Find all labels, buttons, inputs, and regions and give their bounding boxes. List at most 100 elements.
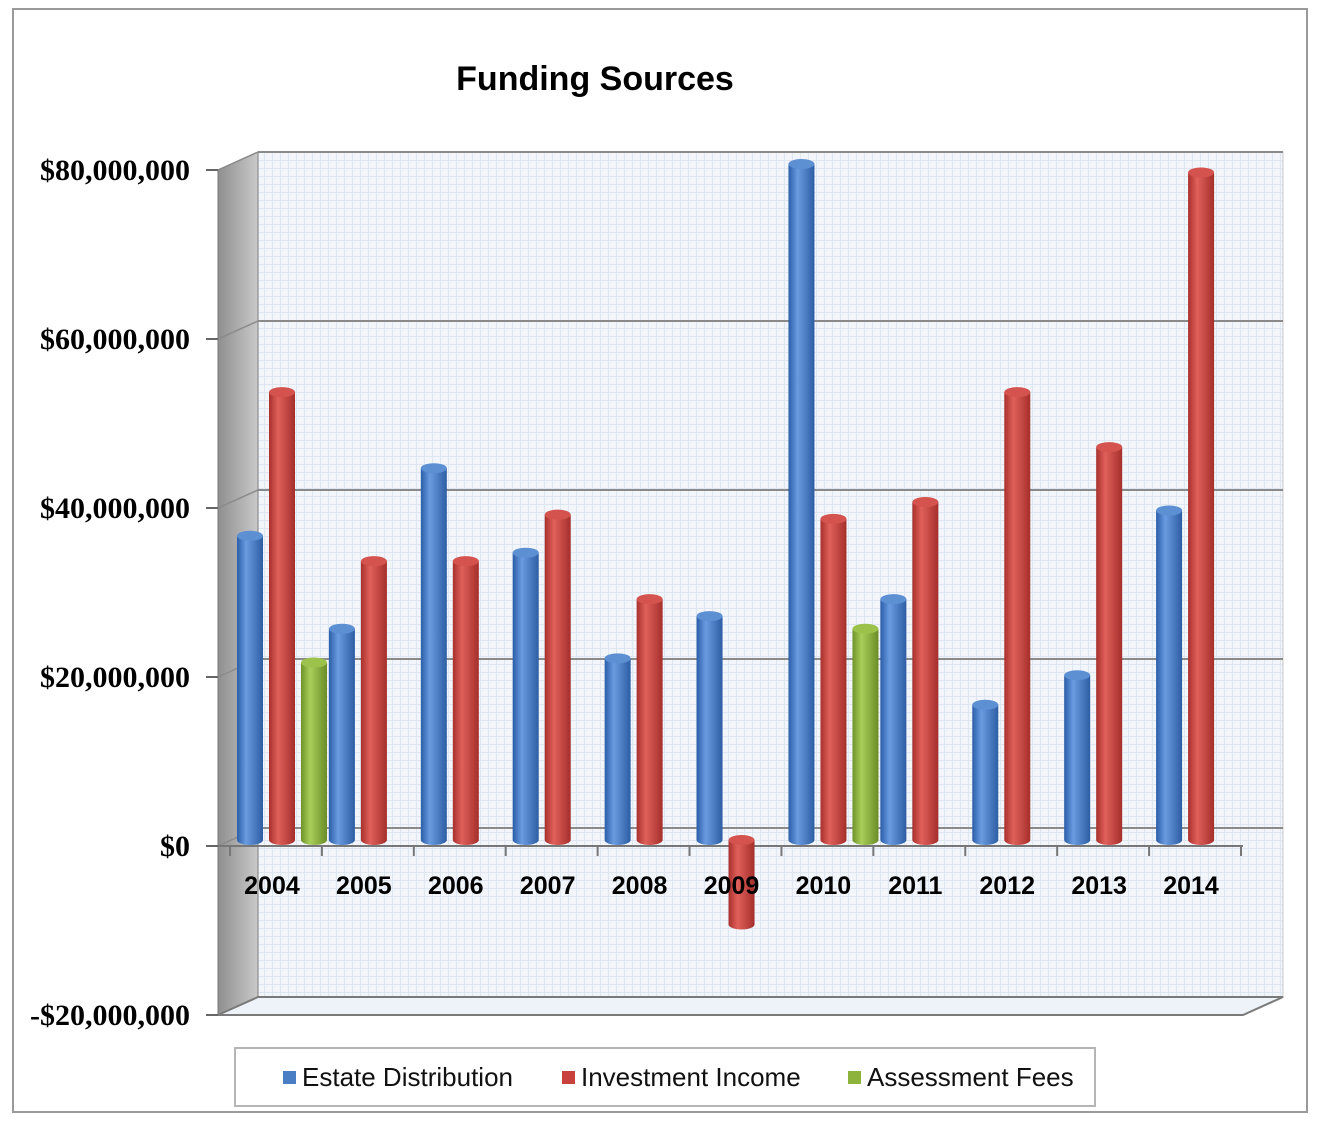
x-tick-label: 2013 (1071, 872, 1127, 900)
bar-body (852, 628, 879, 845)
bar (512, 547, 539, 845)
bar-cap (1156, 505, 1183, 516)
bar (788, 159, 815, 845)
bar-cap (328, 623, 355, 634)
bar-body (1188, 172, 1215, 845)
legend-swatch (562, 1071, 575, 1084)
gridline-side (217, 320, 259, 340)
bar-body (788, 164, 815, 845)
legend: Estate Distribution Investment Income Asse… (234, 1047, 1096, 1107)
bar (1096, 442, 1123, 845)
chart-title: Funding Sources (456, 60, 734, 98)
x-tick-label: 2011 (888, 872, 942, 900)
back-wall (257, 151, 1284, 998)
bar-body (1064, 675, 1091, 845)
bar (912, 497, 939, 845)
bar (328, 623, 355, 845)
y-tick-label: $80,000,000 (40, 154, 190, 187)
bar-body (696, 616, 723, 845)
legend-label: Investment Income (581, 1062, 801, 1092)
bar (636, 594, 663, 845)
bar-cap (301, 657, 327, 668)
bar-cap (1096, 442, 1123, 453)
legend-label: Estate Distribution (302, 1062, 513, 1092)
legend-swatch (283, 1071, 296, 1084)
bar-body (512, 552, 539, 845)
bar (852, 623, 879, 845)
bar (269, 387, 295, 845)
bar (880, 594, 907, 845)
bar-body (360, 561, 387, 845)
x-tick-label: 2004 (244, 872, 300, 900)
bar-body (1156, 510, 1183, 845)
bar (728, 835, 755, 930)
x-tick-label: 2005 (336, 872, 392, 900)
bar-cap (452, 556, 479, 567)
y-tick-label: $0 (160, 830, 190, 863)
bar-cap (696, 611, 723, 622)
bar-body (269, 392, 295, 845)
bar-cap (728, 835, 755, 845)
gridline-side (217, 489, 259, 509)
x-tick-label: 2010 (796, 872, 852, 900)
bar-body (912, 502, 939, 845)
bar (1064, 670, 1091, 845)
bar-body (1004, 392, 1031, 845)
x-tick-label: 2014 (1163, 872, 1219, 900)
bar-body (237, 535, 263, 845)
y-tick-label: $20,000,000 (40, 661, 190, 694)
y-tick-label: $60,000,000 (40, 323, 190, 356)
bar (420, 463, 447, 845)
bar-body (301, 662, 327, 845)
bar-cap (788, 159, 815, 169)
x-tick-label: 2007 (520, 872, 576, 900)
bar-body (820, 518, 847, 845)
floor (217, 996, 1284, 1016)
bar-cap (1064, 670, 1091, 681)
bar (360, 556, 387, 845)
x-tick-label: 2009 (704, 872, 760, 900)
bar-cap (1188, 167, 1215, 178)
bar (1004, 387, 1031, 845)
bar (1188, 167, 1215, 845)
bar-cap (512, 547, 539, 558)
bar-body (728, 840, 755, 930)
bar-cap (237, 530, 263, 541)
x-tick-label: 2012 (979, 872, 1035, 900)
bar-cap (1004, 387, 1031, 398)
bar-body (636, 599, 663, 845)
bar (301, 657, 327, 845)
bar (820, 513, 847, 845)
y-tick-label: -$20,000,000 (30, 999, 190, 1032)
bar-body (544, 514, 571, 845)
bar-body (1096, 447, 1123, 845)
bar-cap (360, 556, 387, 567)
bar (972, 699, 999, 845)
bar-cap (880, 594, 907, 605)
bar-cap (269, 387, 295, 398)
bar-cap (820, 513, 847, 524)
bar-cap (604, 653, 631, 664)
legend-label: Assessment Fees (867, 1062, 1074, 1092)
bar-body (328, 628, 355, 845)
bar-cap (544, 509, 571, 520)
bar (1156, 505, 1183, 845)
bar-cap (636, 594, 663, 605)
bar-cap (912, 497, 939, 507)
bar-body (880, 599, 907, 845)
x-tick-label: 2006 (428, 872, 484, 900)
gridline-side (217, 151, 259, 171)
bar (237, 530, 263, 845)
bar-body (972, 704, 999, 845)
x-tick-label: 2008 (612, 872, 668, 900)
bar (544, 509, 571, 845)
bar (696, 611, 723, 845)
y-tick-label: $40,000,000 (40, 492, 190, 525)
bar-cap (972, 699, 999, 710)
bar-body (604, 658, 631, 845)
bar-cap (420, 463, 447, 474)
legend-swatch (848, 1071, 861, 1084)
bar-cap (852, 623, 879, 634)
bars (237, 159, 1215, 930)
